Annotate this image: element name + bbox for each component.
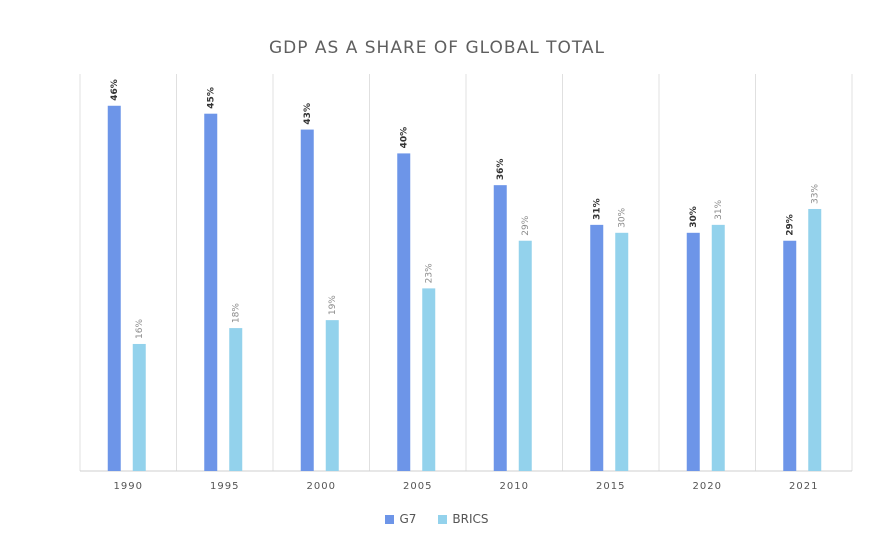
- legend-label-brics: BRICS: [452, 512, 489, 526]
- bar-brics: [325, 320, 339, 471]
- x-tick-label: 2015: [596, 481, 625, 492]
- bar-brics: [711, 224, 725, 471]
- legend-label-g7: G7: [399, 512, 417, 526]
- data-label-g7: 46%: [110, 79, 120, 101]
- x-tick-label: 2010: [500, 481, 529, 492]
- data-label-g7: 45%: [207, 87, 217, 109]
- data-label-g7: 30%: [689, 206, 699, 228]
- x-tick-label: 2020: [693, 481, 722, 492]
- data-label-g7: 29%: [786, 214, 796, 236]
- data-label-g7: 31%: [593, 198, 603, 220]
- data-label-brics: 33%: [811, 184, 821, 204]
- legend-swatch-g7: [385, 514, 395, 524]
- bar-g7: [590, 224, 604, 471]
- legend: G7 BRICS: [0, 512, 874, 526]
- bar-brics: [132, 343, 146, 471]
- data-label-brics: 16%: [135, 319, 145, 339]
- legend-item-brics: BRICS: [438, 512, 489, 526]
- x-tick-label: 2005: [403, 481, 432, 492]
- bar-g7: [686, 232, 700, 471]
- data-label-g7: 43%: [303, 103, 313, 125]
- data-label-brics: 23%: [425, 263, 435, 283]
- bar-g7: [493, 185, 507, 471]
- x-tick-label: 1990: [114, 481, 143, 492]
- data-label-brics: 29%: [521, 215, 531, 235]
- legend-swatch-brics: [438, 514, 448, 524]
- data-label-brics: 18%: [232, 303, 242, 323]
- bar-brics: [615, 232, 629, 471]
- data-label-brics: 31%: [714, 199, 724, 219]
- chart-title: GDP AS A SHARE OF GLOBAL TOTAL: [268, 38, 606, 58]
- x-tick-label: 1995: [210, 481, 239, 492]
- bar-g7: [783, 240, 797, 471]
- x-tick-label: 2000: [307, 481, 336, 492]
- data-label-g7: 36%: [496, 159, 506, 181]
- data-label-brics: 19%: [328, 295, 338, 315]
- bar-g7: [397, 153, 411, 471]
- bar-brics: [518, 240, 532, 471]
- bar-g7: [300, 129, 314, 471]
- legend-item-g7: G7: [385, 512, 416, 526]
- data-label-brics: 30%: [618, 207, 628, 227]
- bar-g7: [204, 113, 218, 471]
- bar-brics: [808, 208, 822, 472]
- bar-g7: [107, 105, 121, 471]
- bar-brics: [422, 288, 436, 471]
- bar-brics: [229, 328, 243, 471]
- x-tick-label: 2021: [789, 481, 818, 492]
- data-label-g7: 40%: [400, 127, 410, 149]
